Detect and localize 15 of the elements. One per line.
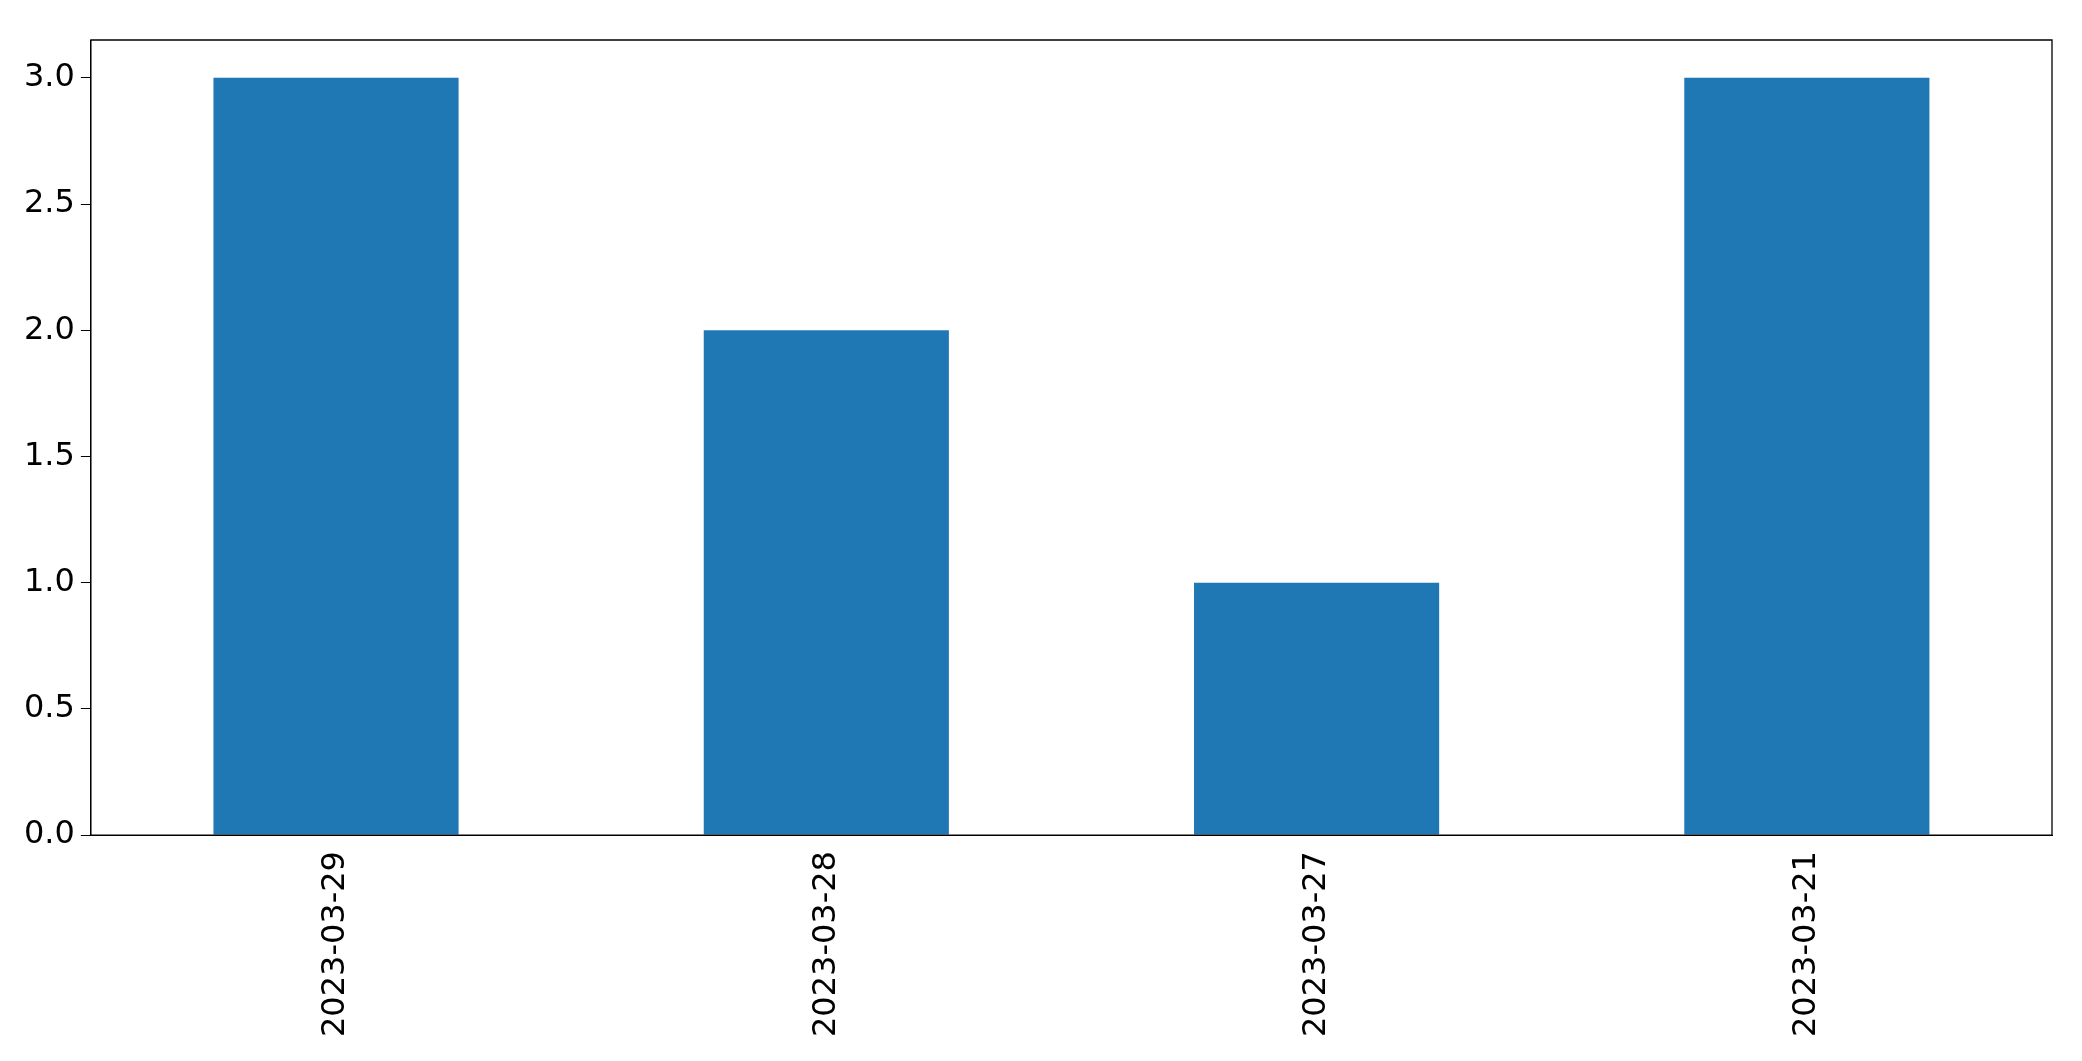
y-tick-label: 2.5 xyxy=(24,182,75,221)
x-tick-label: 2023-03-21 xyxy=(1785,851,1824,1037)
x-tick-label: 2023-03-27 xyxy=(1294,851,1333,1037)
y-tick-label: 3.0 xyxy=(24,56,75,95)
y-tick-label: 1.5 xyxy=(24,434,75,473)
bar xyxy=(213,77,459,835)
bar xyxy=(1194,582,1440,835)
y-tick-label: 0.5 xyxy=(24,687,75,726)
x-tick-label: 2023-03-29 xyxy=(314,851,353,1037)
bar xyxy=(703,330,949,835)
x-tick-label: 2023-03-28 xyxy=(804,851,843,1037)
bar xyxy=(1684,77,1930,835)
y-tick-label: 1.0 xyxy=(24,560,75,599)
y-tick-label: 0.0 xyxy=(24,813,75,852)
y-tick-label: 2.0 xyxy=(24,308,75,347)
